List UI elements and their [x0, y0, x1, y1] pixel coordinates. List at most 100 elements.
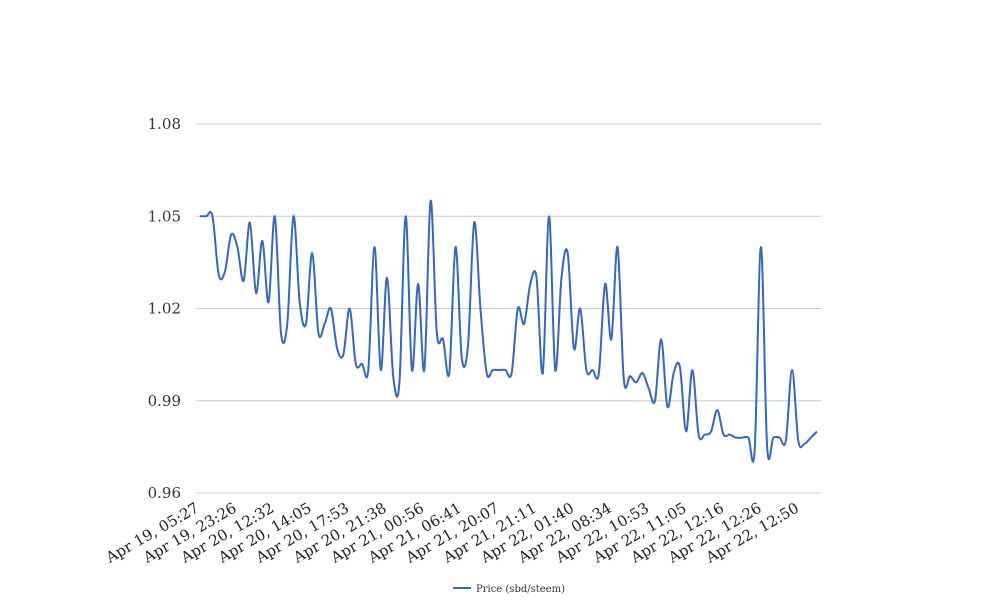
data-point	[664, 404, 670, 410]
data-point	[502, 367, 508, 373]
data-point	[770, 435, 776, 441]
data-point	[197, 213, 203, 219]
y-tick-label: 0.96	[148, 484, 181, 502]
data-point	[303, 321, 309, 327]
data-point	[453, 244, 459, 250]
data-point	[372, 244, 378, 250]
y-tick-label: 1.02	[148, 300, 181, 318]
data-point	[558, 275, 564, 281]
data-point	[328, 306, 334, 312]
data-point	[721, 432, 727, 438]
data-point	[677, 364, 683, 370]
data-point	[297, 299, 303, 305]
data-point	[278, 330, 284, 336]
data-point	[590, 367, 596, 373]
legend-label: Price (sbd/steem)	[476, 584, 565, 595]
data-point	[546, 213, 552, 219]
data-point	[290, 213, 296, 219]
data-point	[259, 238, 265, 244]
data-point	[646, 385, 652, 391]
data-point	[209, 213, 215, 219]
data-point	[234, 244, 240, 250]
data-point	[627, 373, 633, 379]
data-point	[428, 198, 434, 204]
data-point	[689, 367, 695, 373]
data-point	[534, 275, 540, 281]
y-tick-label: 0.99	[148, 392, 181, 410]
data-point	[484, 370, 490, 376]
data-point	[496, 367, 502, 373]
data-point	[789, 367, 795, 373]
data-point	[266, 299, 272, 305]
data-point	[764, 444, 770, 450]
series-line-price	[199, 199, 818, 463]
data-point	[509, 370, 515, 376]
data-point	[315, 330, 321, 336]
data-point	[216, 272, 222, 278]
data-point	[615, 244, 621, 250]
data-point	[477, 306, 483, 312]
data-point	[309, 250, 315, 256]
data-point	[434, 330, 440, 336]
data-point	[203, 213, 209, 219]
data-point	[802, 441, 808, 447]
legend: Price (sbd/steem)	[453, 584, 565, 595]
data-point	[340, 352, 346, 358]
data-point	[814, 429, 820, 435]
data-point	[459, 355, 465, 361]
data-point	[795, 438, 801, 444]
data-point	[714, 407, 720, 413]
data-point	[228, 232, 234, 238]
data-point	[347, 306, 353, 312]
data-point	[403, 213, 409, 219]
data-point	[602, 281, 608, 287]
data-point	[733, 435, 739, 441]
data-point	[758, 244, 764, 250]
grid-lines	[196, 123, 821, 494]
data-point	[272, 213, 278, 219]
data-point	[727, 432, 733, 438]
data-point	[777, 435, 783, 441]
data-point	[390, 373, 396, 379]
series-group	[197, 198, 820, 463]
data-point	[540, 370, 546, 376]
data-point	[583, 367, 589, 373]
data-point	[384, 275, 390, 281]
data-point	[241, 278, 247, 284]
data-point	[708, 429, 714, 435]
data-point	[739, 435, 745, 441]
data-point	[521, 321, 527, 327]
y-tick-label: 1.05	[148, 207, 181, 225]
data-point	[322, 321, 328, 327]
data-point	[353, 361, 359, 367]
data-point	[465, 342, 471, 348]
data-point	[565, 250, 571, 256]
data-point	[409, 367, 415, 373]
data-point	[633, 379, 639, 385]
data-point	[415, 281, 421, 287]
data-point	[608, 336, 614, 342]
data-point	[284, 321, 290, 327]
data-point	[639, 370, 645, 376]
data-point	[515, 306, 521, 312]
data-point	[365, 367, 371, 373]
data-point	[571, 345, 577, 351]
y-tick-label: 1.08	[148, 115, 181, 133]
data-point	[808, 435, 814, 441]
data-point	[783, 438, 789, 444]
data-point	[596, 370, 602, 376]
data-point	[253, 290, 259, 296]
data-point	[247, 219, 253, 225]
data-point	[621, 376, 627, 382]
data-point	[745, 435, 751, 441]
data-point	[702, 432, 708, 438]
data-point	[671, 370, 677, 376]
data-point	[440, 336, 446, 342]
data-point	[222, 269, 228, 275]
data-point	[652, 398, 658, 404]
data-point	[421, 367, 427, 373]
data-point	[334, 345, 340, 351]
y-axis-ticks: 0.96 0.99 1.02 1.05 1.08	[148, 115, 181, 502]
